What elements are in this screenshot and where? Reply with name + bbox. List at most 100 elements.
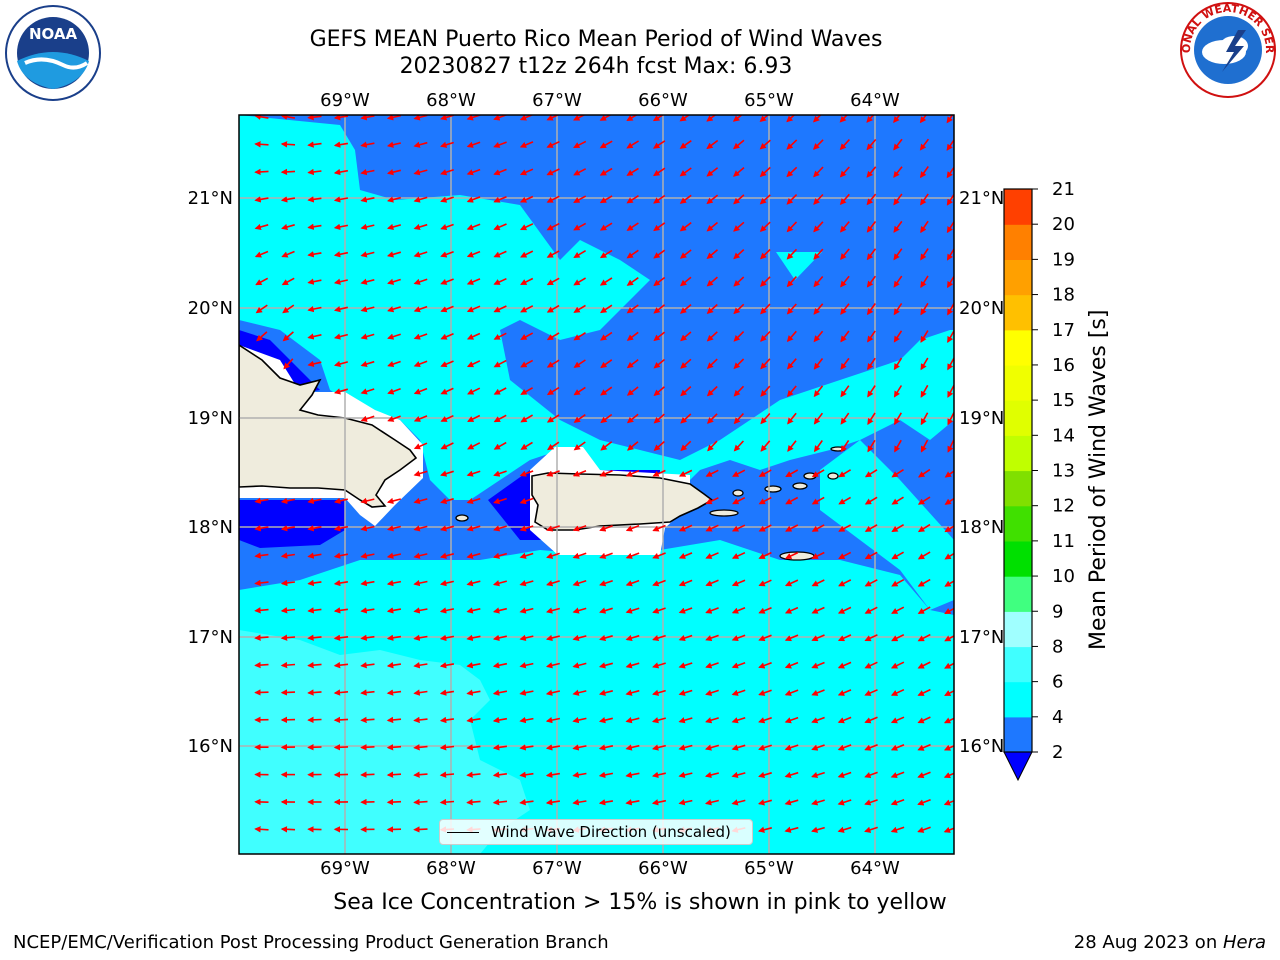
footer-credit: NCEP/EMC/Verification Post Processing Pr… bbox=[13, 932, 609, 953]
wind-wave-arrow bbox=[386, 798, 402, 806]
wind-wave-arrow bbox=[572, 771, 587, 778]
wind-wave-arrow bbox=[920, 302, 929, 316]
wind-wave-arrow bbox=[599, 277, 613, 286]
legend-line-icon bbox=[447, 831, 479, 833]
wind-wave-arrow bbox=[866, 115, 875, 123]
colorbar-tick-label: 21 bbox=[1052, 179, 1075, 200]
wind-wave-arrow bbox=[813, 440, 823, 453]
wind-wave-arrow bbox=[387, 415, 401, 422]
wind-wave-arrow bbox=[599, 222, 613, 231]
legend-label: Wind Wave Direction (unscaled) bbox=[491, 823, 731, 841]
wind-wave-arrow bbox=[864, 689, 878, 696]
wind-wave-arrow bbox=[759, 221, 771, 232]
wind-wave-arrow bbox=[651, 744, 666, 751]
wind-wave-arrow bbox=[519, 580, 534, 587]
wind-wave-arrow bbox=[679, 221, 692, 232]
wind-wave-arrow bbox=[894, 439, 902, 453]
wind-wave-arrow bbox=[360, 360, 375, 368]
wind-wave-arrow bbox=[333, 141, 349, 148]
wind-wave-arrow bbox=[492, 634, 507, 642]
wind-wave-arrow bbox=[733, 358, 745, 370]
lat-label: 20°N bbox=[959, 298, 1004, 319]
noaa-logo-text: NOAA bbox=[29, 25, 78, 43]
wind-wave-arrow bbox=[280, 689, 296, 696]
wind-wave-arrow bbox=[758, 716, 772, 724]
wind-wave-arrow bbox=[625, 744, 640, 751]
wind-wave-arrow bbox=[386, 525, 401, 532]
colorbar-swatch bbox=[1004, 364, 1032, 401]
colorbar-swatch bbox=[1004, 470, 1032, 507]
wind-wave-arrow bbox=[784, 606, 799, 614]
footer-date-text: 28 Aug 2023 on bbox=[1073, 932, 1223, 953]
wind-wave-arrow bbox=[919, 115, 928, 124]
wind-wave-arrow bbox=[786, 303, 797, 315]
wind-wave-arrow bbox=[680, 440, 692, 452]
wind-wave-arrow bbox=[760, 440, 771, 452]
wind-wave-arrow bbox=[440, 196, 454, 203]
wind-wave-arrow bbox=[413, 662, 428, 669]
wind-wave-arrow bbox=[733, 413, 744, 425]
wind-wave-arrow bbox=[360, 223, 375, 231]
wind-wave-arrow bbox=[439, 689, 455, 696]
colorbar-label: Mean Period of Wind Waves [s] bbox=[1086, 309, 1111, 650]
wind-wave-arrow bbox=[307, 525, 322, 532]
lat-label: 17°N bbox=[188, 627, 233, 648]
wind-wave-arrow bbox=[546, 195, 560, 203]
wind-wave-arrow bbox=[811, 524, 825, 532]
wind-wave-arrow bbox=[439, 716, 455, 724]
wind-wave-arrow bbox=[625, 771, 640, 779]
wind-wave-arrow bbox=[625, 607, 640, 614]
wind-wave-arrow bbox=[864, 771, 878, 779]
wind-wave-arrow bbox=[466, 689, 481, 696]
wind-wave-arrow bbox=[600, 386, 613, 396]
wind-wave-arrow bbox=[920, 275, 929, 288]
wind-wave-arrow bbox=[944, 635, 954, 642]
wind-wave-arrow bbox=[466, 798, 481, 806]
wind-wave-arrow bbox=[413, 141, 428, 148]
wind-wave-arrow bbox=[705, 469, 719, 477]
wind-wave-arrow bbox=[280, 168, 296, 176]
wind-wave-arrow bbox=[839, 221, 850, 233]
wind-wave-arrow bbox=[891, 606, 905, 614]
colorbar bbox=[1003, 188, 1033, 782]
wind-wave-arrow bbox=[519, 470, 534, 477]
wind-wave-arrow bbox=[706, 139, 719, 150]
wind-wave-arrow bbox=[413, 607, 428, 614]
wind-wave-arrow bbox=[519, 168, 534, 176]
wind-wave-arrow bbox=[705, 717, 719, 724]
wind-wave-arrow bbox=[413, 716, 428, 724]
wave-period-band-6-8 bbox=[239, 630, 530, 854]
wind-wave-arrow bbox=[280, 525, 296, 532]
wind-wave-arrow bbox=[386, 689, 402, 696]
wind-wave-arrow bbox=[839, 139, 850, 151]
wind-wave-arrow bbox=[466, 497, 481, 505]
wind-wave-arrow bbox=[653, 331, 666, 342]
colorbar-swatch bbox=[1004, 259, 1032, 296]
wind-wave-arrow bbox=[519, 141, 534, 148]
wind-wave-arrow bbox=[493, 250, 507, 258]
wind-wave-arrow bbox=[333, 278, 348, 285]
wind-wave-arrow bbox=[254, 196, 269, 203]
wind-wave-arrow bbox=[413, 442, 428, 450]
wind-wave-arrow bbox=[920, 412, 929, 426]
wind-wave-arrow bbox=[731, 799, 746, 806]
wind-wave-arrow bbox=[731, 689, 746, 696]
wind-wave-arrow bbox=[254, 634, 269, 641]
wind-wave-arrow bbox=[413, 278, 428, 285]
wind-wave-arrow bbox=[652, 552, 666, 559]
colorbar-ticks: 2 4 6 8 9 10 11 12 13 14 15 16 17 18 19 20 21 bbox=[1032, 179, 1075, 763]
wind-wave-arrow bbox=[811, 496, 825, 505]
wind-wave-arrow bbox=[706, 167, 719, 177]
wind-wave-arrow bbox=[439, 634, 455, 642]
wind-wave-arrow bbox=[864, 716, 878, 724]
wind-wave-arrow bbox=[893, 166, 903, 178]
lon-labels-top: 69°W 68°W 67°W 66°W 65°W 64°W bbox=[320, 90, 900, 111]
wind-wave-arrow bbox=[758, 579, 772, 587]
wind-wave-arrow bbox=[413, 251, 428, 258]
wind-wave-arrow bbox=[840, 303, 850, 315]
wind-wave-arrow bbox=[546, 304, 560, 313]
wind-wave-arrow bbox=[758, 744, 772, 751]
wind-wave-arrow bbox=[678, 744, 693, 751]
colorbar-swatch bbox=[1004, 681, 1032, 718]
